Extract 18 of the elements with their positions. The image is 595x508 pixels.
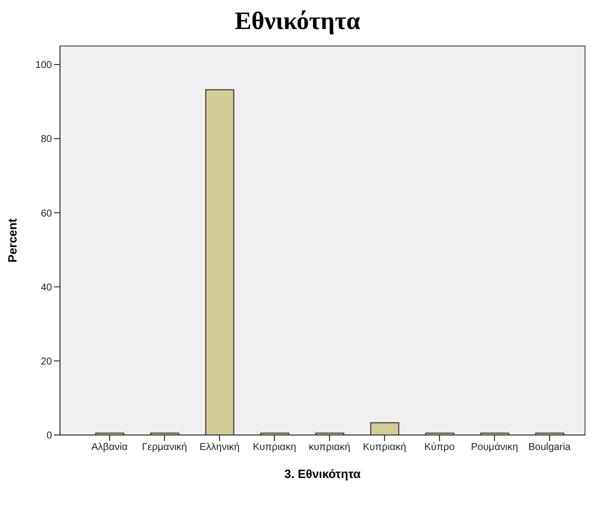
x-tick-label: Κυπριακη [252,442,296,454]
x-tick-label: Γερμανική [142,442,187,454]
x-tick-label: Ελληνική [199,442,240,454]
y-tick-label: 100 [35,60,52,72]
x-tick-label: Αλβανία [91,442,128,454]
x-tick-label: Κύπρο [424,442,456,454]
y-tick-label: 20 [40,356,52,368]
y-tick-label: 0 [46,430,52,442]
x-axis-title: 3. Εθνικότητα [284,467,362,481]
chart-title: Εθνικότητα [234,8,362,36]
x-tick-label: Κυπριακή [362,442,406,454]
y-axis-title: Percent [5,218,20,263]
x-tick-label: κυπριακή [308,442,350,454]
y-tick-label: 40 [40,282,52,294]
x-tick-label: Ρουμάνικη [470,442,518,454]
y-tick-label: 80 [40,134,52,146]
y-tick-label: 60 [40,208,52,220]
x-tick-label: Boulgaria [528,442,572,454]
